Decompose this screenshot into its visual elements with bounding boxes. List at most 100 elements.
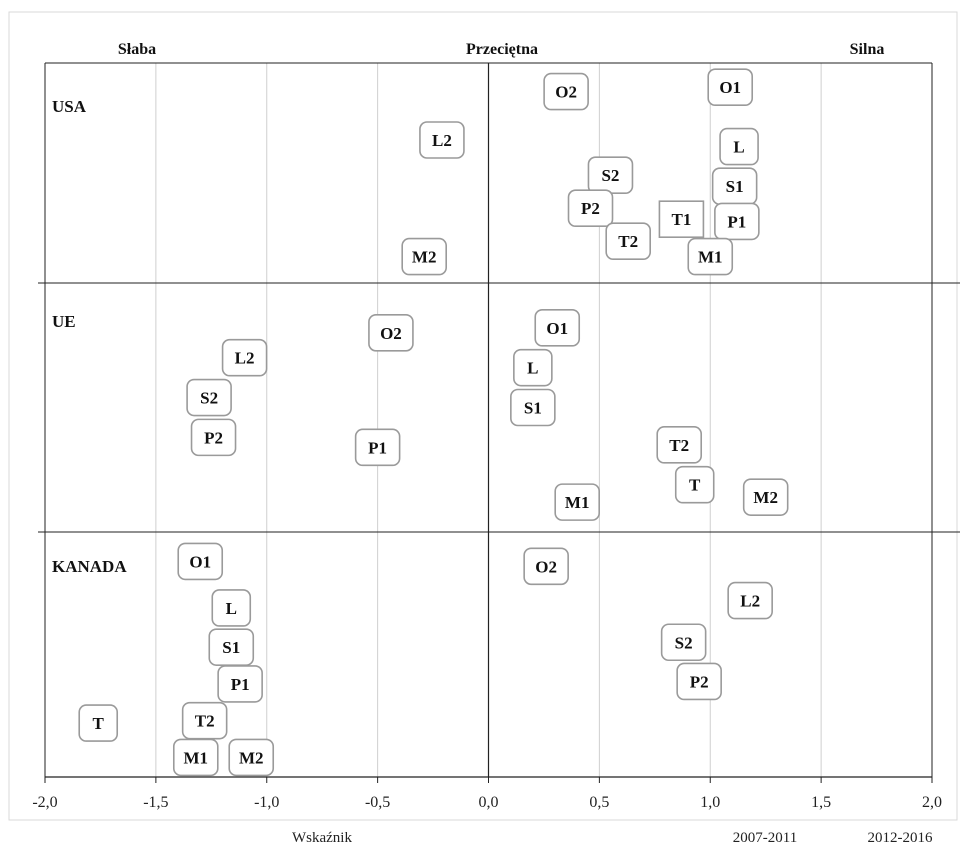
data-point-ue-p1: P1 xyxy=(354,428,401,467)
data-point-box xyxy=(217,665,263,703)
data-point-box xyxy=(513,348,553,387)
data-point-box xyxy=(605,222,652,260)
data-point-label: P2 xyxy=(581,199,600,218)
data-point-kanada-l: L xyxy=(211,589,252,627)
data-point-label: M2 xyxy=(753,488,778,507)
data-point-label: L2 xyxy=(235,349,255,368)
legend-entry-2012-2016: 2012-2016 xyxy=(868,830,933,846)
data-point-label: S2 xyxy=(601,166,619,185)
data-point-box xyxy=(523,547,569,586)
x-tick-label: 0,0 xyxy=(479,794,499,811)
x-tick-label: -1,0 xyxy=(254,794,279,811)
data-point-usa-t2: T2 xyxy=(605,222,652,260)
data-point-box xyxy=(78,704,119,742)
data-point-usa-l: L xyxy=(719,127,759,166)
data-point-kanada-l2: L2 xyxy=(727,581,773,620)
x-tick-label: 1,5 xyxy=(811,794,831,811)
data-point-label: P1 xyxy=(231,675,250,694)
band-label-average: Przeciętna xyxy=(466,41,538,58)
data-point-box xyxy=(221,338,268,377)
data-point-label: P2 xyxy=(204,428,223,447)
data-point-label: L xyxy=(733,138,744,157)
data-point-kanada-t2: T2 xyxy=(181,701,228,740)
data-point-box xyxy=(172,738,219,777)
data-point-box xyxy=(658,200,705,238)
data-point-label: T xyxy=(689,476,701,495)
data-point-ue-m1: M1 xyxy=(554,483,601,521)
data-point-kanada-m1: M1 xyxy=(172,738,219,777)
data-point-box xyxy=(368,313,414,352)
data-point-label: S1 xyxy=(726,177,744,196)
data-point-ue-o2: O2 xyxy=(368,313,414,352)
data-point-box xyxy=(177,542,224,581)
data-point-usa-m2: M2 xyxy=(401,237,447,276)
data-point-kanada-m2: M2 xyxy=(228,738,275,777)
data-point-label: S2 xyxy=(200,389,218,408)
data-point-label: O2 xyxy=(555,83,577,102)
x-tick-label: -1,5 xyxy=(143,794,168,811)
data-point-box xyxy=(676,662,722,701)
data-point-box xyxy=(567,189,614,227)
region-label-ue: UE xyxy=(52,312,76,331)
data-point-label: O1 xyxy=(546,319,568,338)
data-point-label: S1 xyxy=(524,399,542,418)
chart-axes xyxy=(38,62,960,783)
data-point-ue-p2: P2 xyxy=(190,418,237,457)
data-point-box xyxy=(719,127,759,166)
data-point-usa-s2: S2 xyxy=(587,156,634,194)
data-point-usa-o1: O1 xyxy=(707,68,754,106)
data-point-label: T2 xyxy=(669,436,689,455)
data-point-box xyxy=(543,72,589,111)
x-tick-label: -2,0 xyxy=(32,794,57,811)
data-point-box xyxy=(510,388,556,427)
data-point-box xyxy=(742,478,789,516)
data-point-label: L xyxy=(527,359,538,378)
data-point-kanada-p2: P2 xyxy=(676,662,722,701)
data-point-label: M2 xyxy=(412,248,437,267)
x-tick-label: -0,5 xyxy=(365,794,390,811)
data-point-label: S2 xyxy=(675,633,693,652)
band-label-strong: Silna xyxy=(850,41,885,58)
data-point-label: O2 xyxy=(535,557,557,576)
region-label-usa: USA xyxy=(52,97,87,116)
strength-band-labels: Słaba Przeciętna Silna xyxy=(118,41,884,58)
data-point-label: P2 xyxy=(690,672,709,691)
data-point-ue-l2: L2 xyxy=(221,338,268,377)
data-point-ue-s2: S2 xyxy=(186,378,232,417)
data-point-box xyxy=(354,428,401,467)
data-point-usa-m1: M1 xyxy=(687,237,734,276)
data-point-kanada-p1: P1 xyxy=(217,665,263,703)
data-point-label: P1 xyxy=(368,438,387,457)
legend-entry-2007-2011: 2007-2011 xyxy=(733,830,797,846)
data-point-ue-t: T xyxy=(674,465,715,504)
data-point-label: L2 xyxy=(432,131,452,150)
region-labels: USA UE KANADA xyxy=(52,97,127,576)
data-point-label: S1 xyxy=(222,638,240,657)
data-point-label: P1 xyxy=(727,212,746,231)
data-point-usa-p1: P1 xyxy=(714,202,760,241)
data-point-label: M2 xyxy=(239,748,264,767)
data-point-labels: O2 O1 L2 L S2 S1 P2 T1 P1 T2 M2 M1 O2 O1 L2 L S2 S1 P2 P1 T2… xyxy=(78,68,789,777)
data-point-ue-s1: S1 xyxy=(510,388,556,427)
data-point-ue-m2: M2 xyxy=(742,478,789,516)
data-point-box xyxy=(714,202,760,241)
data-point-kanada-s2: S2 xyxy=(660,623,707,662)
data-point-label: O1 xyxy=(189,552,211,571)
data-point-usa-o2: O2 xyxy=(543,72,589,111)
data-point-label: M1 xyxy=(184,748,209,767)
data-point-kanada-o2: O2 xyxy=(523,547,569,586)
data-point-ue-t2: T2 xyxy=(656,426,703,464)
data-point-label: T1 xyxy=(672,210,692,229)
data-point-label: T2 xyxy=(618,232,638,251)
x-axis-title: Wskaźnik xyxy=(292,830,352,846)
data-point-box xyxy=(656,426,703,464)
data-point-label: O2 xyxy=(380,324,402,343)
x-tick-label: 1,0 xyxy=(700,794,720,811)
data-point-box xyxy=(401,237,447,276)
data-point-kanada-s1: S1 xyxy=(208,628,255,666)
region-label-kanada: KANADA xyxy=(52,557,127,576)
data-point-label: M1 xyxy=(698,248,723,267)
data-point-usa-l2: L2 xyxy=(419,121,465,159)
x-tick-label: 0,5 xyxy=(589,794,609,811)
